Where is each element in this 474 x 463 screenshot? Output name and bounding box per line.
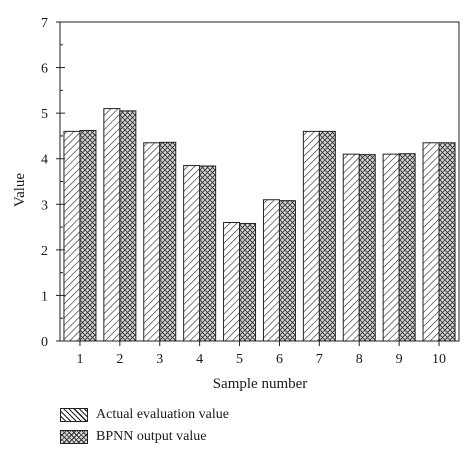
x-tick-label: 9 bbox=[396, 352, 403, 367]
bar-actual-2 bbox=[103, 108, 121, 342]
bars bbox=[63, 108, 456, 342]
bar-bpnn-1 bbox=[79, 129, 97, 342]
x-tick-label: 3 bbox=[156, 352, 163, 367]
legend: Actual evaluation value BPNN output valu… bbox=[60, 404, 229, 448]
bar-actual-4 bbox=[183, 165, 201, 342]
x-tick-label: 8 bbox=[356, 352, 363, 367]
bar-bpnn-9 bbox=[398, 153, 416, 342]
x-axis-label: Sample number bbox=[213, 376, 308, 392]
y-tick-label: 0 bbox=[41, 335, 48, 350]
bar-bpnn-3 bbox=[159, 141, 177, 342]
x-tick-label: 7 bbox=[316, 352, 323, 367]
x-tick-label: 10 bbox=[432, 352, 446, 367]
legend-swatch-diagonal-icon bbox=[60, 408, 88, 422]
y-axis: 0 1 2 3 4 5 6 7 bbox=[41, 16, 65, 350]
bar-actual-1 bbox=[63, 130, 81, 342]
x-tick-label: 2 bbox=[116, 352, 123, 367]
legend-item-bpnn: BPNN output value bbox=[60, 426, 229, 448]
y-tick-label: 7 bbox=[41, 16, 48, 31]
x-tick-label: 1 bbox=[76, 352, 83, 367]
bar-chart: 0 1 2 3 4 5 6 7 1 2 3 4 5 6 7 8 9 10 Value Sample number bbox=[12, 16, 460, 392]
bar-bpnn-2 bbox=[119, 110, 137, 342]
bar-actual-9 bbox=[382, 153, 400, 342]
bar-actual-10 bbox=[422, 142, 440, 342]
bar-actual-3 bbox=[143, 142, 161, 342]
legend-item-actual: Actual evaluation value bbox=[60, 404, 229, 426]
y-tick-label: 6 bbox=[41, 62, 48, 77]
bar-bpnn-5 bbox=[239, 222, 257, 342]
bar-bpnn-6 bbox=[278, 200, 296, 342]
y-tick-label: 5 bbox=[41, 107, 48, 122]
bar-actual-5 bbox=[223, 222, 241, 342]
legend-label-bpnn: BPNN output value bbox=[96, 429, 207, 444]
x-tick-label: 6 bbox=[276, 352, 283, 367]
legend-label-actual: Actual evaluation value bbox=[96, 407, 229, 422]
bar-actual-8 bbox=[342, 153, 360, 342]
bar-actual-7 bbox=[302, 130, 320, 342]
x-axis: 1 2 3 4 5 6 7 8 9 10 bbox=[76, 341, 446, 367]
bar-bpnn-4 bbox=[199, 165, 217, 342]
bar-bpnn-7 bbox=[318, 130, 336, 342]
bar-actual-6 bbox=[262, 199, 280, 342]
y-tick-label: 3 bbox=[41, 198, 48, 213]
y-axis-label: Value bbox=[12, 173, 28, 207]
y-tick-label: 4 bbox=[41, 153, 48, 168]
bar-bpnn-8 bbox=[358, 154, 376, 342]
y-tick-label: 2 bbox=[41, 244, 48, 259]
x-tick-label: 4 bbox=[196, 352, 203, 367]
x-tick-label: 5 bbox=[236, 352, 243, 367]
y-tick-label: 1 bbox=[41, 289, 48, 304]
bar-bpnn-10 bbox=[438, 142, 456, 342]
legend-swatch-crosshatch-icon bbox=[60, 430, 88, 444]
